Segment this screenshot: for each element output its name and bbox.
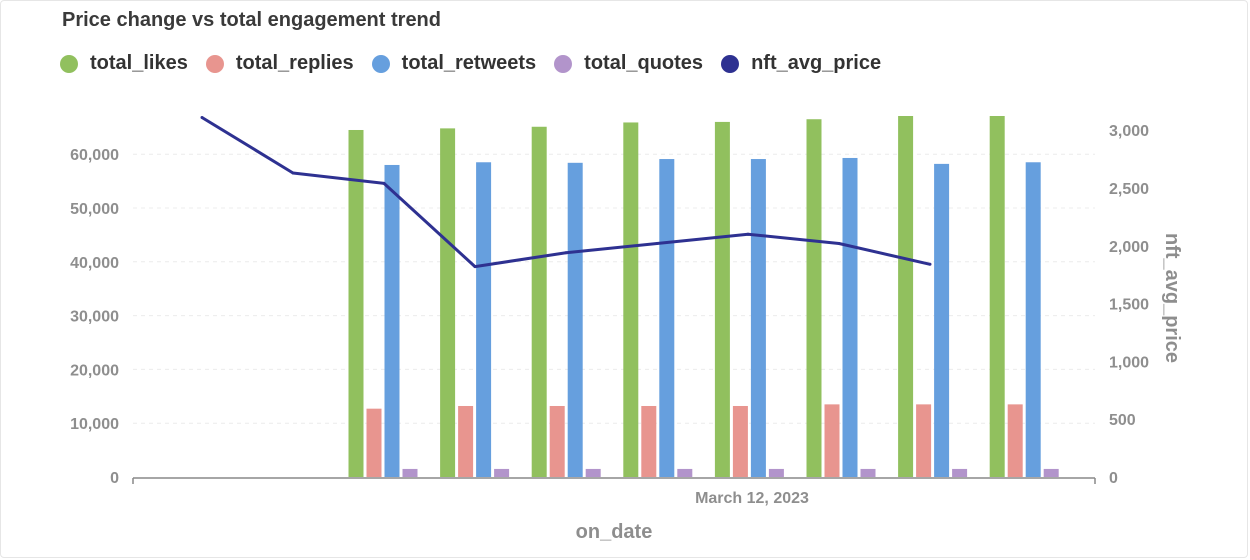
y-right-tick-label: 2,500 <box>1109 181 1149 198</box>
bar-total_retweets <box>842 157 858 477</box>
legend-marker <box>721 54 740 73</box>
bar-total_likes <box>623 122 639 477</box>
legend-label: total_retweets <box>401 52 537 74</box>
bar-total_retweets <box>384 164 400 477</box>
bar-total_retweets <box>567 162 583 478</box>
bar-total_likes <box>989 116 1005 477</box>
y-right-axis-title: nft_avg_price <box>1161 233 1183 363</box>
y-left-tick-label: 50,000 <box>70 201 119 218</box>
y-left-tick-label: 30,000 <box>70 309 119 326</box>
bar-total_retweets <box>476 162 492 477</box>
y-right-tick-label: 2,000 <box>1109 239 1149 256</box>
y-left-tick-label: 0 <box>110 470 119 487</box>
legend-item-total_retweets[interactable]: total_retweets <box>371 52 537 75</box>
legend-marker <box>60 54 78 73</box>
line-point-nft_avg_price <box>746 232 750 236</box>
bar-total_retweets <box>750 159 766 478</box>
bar-total_retweets <box>1025 162 1041 477</box>
line-point-nft_avg_price <box>655 241 659 245</box>
legend-label: total_replies <box>235 52 354 74</box>
y-right-tick-label: 1,000 <box>1109 354 1149 371</box>
bar-total_likes <box>440 128 456 477</box>
bar-total_replies <box>366 408 382 477</box>
y-left-tick-label: 10,000 <box>70 416 119 433</box>
bar-total_quotes <box>952 468 968 477</box>
legend-marker <box>205 54 224 73</box>
bar-total_replies <box>641 405 657 477</box>
bar-total_replies <box>824 404 840 477</box>
bar-total_quotes <box>585 468 601 477</box>
bar-total_likes <box>348 129 364 478</box>
line-point-nft_avg_price <box>200 115 204 119</box>
chart-legend: total_likes total_replies total_retweets to… <box>60 52 881 75</box>
line-point-nft_avg_price <box>564 251 568 255</box>
bar-total_replies <box>549 405 565 477</box>
bar-total_quotes <box>1043 468 1059 477</box>
legend-label: total_quotes <box>584 52 704 74</box>
x-axis-title: on_date <box>576 521 653 543</box>
bar-total_likes <box>714 121 730 478</box>
bar-total_replies <box>1007 404 1023 477</box>
x-tick-label: March 12, 2023 <box>695 490 809 507</box>
bar-total_quotes <box>494 468 510 477</box>
legend-label: total_likes <box>90 52 188 74</box>
y-right-tick-label: 3,000 <box>1109 123 1149 140</box>
legend-label: nft_avg_price <box>751 52 882 74</box>
bar-total_replies <box>916 404 932 477</box>
line-point-nft_avg_price <box>928 262 932 266</box>
bar-total_quotes <box>860 468 876 477</box>
bar-total_retweets <box>934 163 950 477</box>
legend-item-total_quotes[interactable]: total_quotes <box>554 52 703 75</box>
legend-item-total_replies[interactable]: total_replies <box>205 52 354 75</box>
y-right-tick-label: 500 <box>1109 412 1136 429</box>
legend-marker <box>554 54 573 73</box>
bar-total_replies <box>732 405 748 477</box>
legend-item-total_likes[interactable]: total_likes <box>60 52 188 75</box>
y-left-tick-label: 20,000 <box>70 362 119 379</box>
y-right-tick-label: 0 <box>1109 470 1118 487</box>
y-left-tick-label: 40,000 <box>70 255 119 272</box>
bar-total_replies <box>458 405 474 477</box>
y-left-tick-label: 60,000 <box>70 147 119 164</box>
legend-item-nft_avg_price[interactable]: nft_avg_price <box>721 52 881 75</box>
line-point-nft_avg_price <box>382 181 386 185</box>
bar-total_quotes <box>677 468 693 477</box>
legend-marker <box>371 54 390 73</box>
line-point-nft_avg_price <box>291 171 295 175</box>
bar-total_likes <box>898 116 914 477</box>
y-right-tick-label: 1,500 <box>1109 297 1149 314</box>
bar-total_quotes <box>768 468 784 477</box>
chart-title: Price change vs total engagement trend <box>62 9 441 31</box>
line-point-nft_avg_price <box>473 265 477 269</box>
bar-total_retweets <box>659 159 675 478</box>
bar-total_likes <box>531 126 547 478</box>
line-point-nft_avg_price <box>837 241 841 245</box>
bar-total_likes <box>806 119 822 477</box>
bar-total_quotes <box>402 468 418 477</box>
